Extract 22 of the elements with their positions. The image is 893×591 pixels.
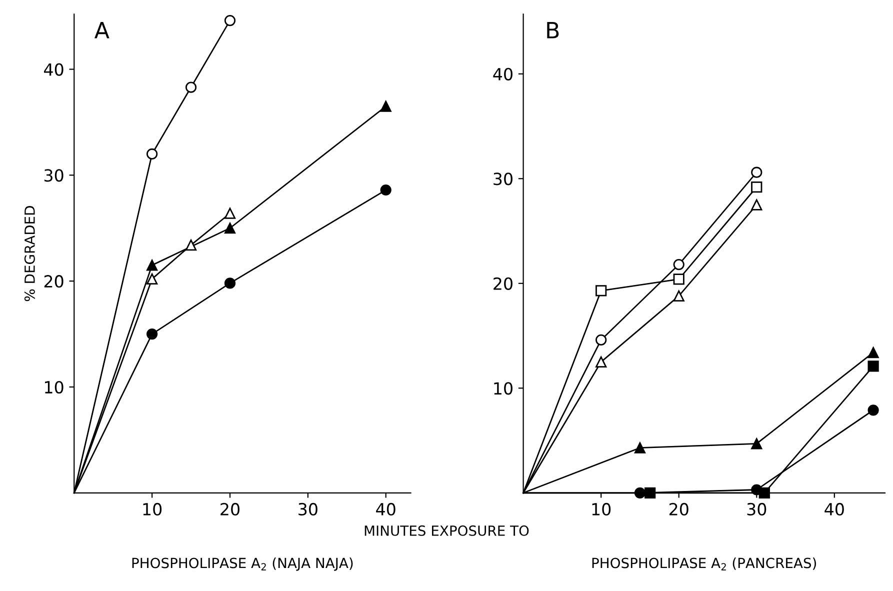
- y-tick-label: 40: [493, 68, 512, 80]
- x-tick-label: 20: [220, 502, 240, 516]
- y-tick-label: 20: [494, 277, 512, 290]
- x-tick-label: 10: [143, 502, 162, 516]
- chart-title: B: [547, 22, 559, 38]
- x-tick-label: 40: [376, 502, 396, 516]
- text: MINUTES EXPOSURE TO: [364, 525, 529, 536]
- x-tick-label: 10: [592, 502, 611, 516]
- x-tick-label: 30: [747, 502, 766, 516]
- x-tick-label: 40: [824, 502, 844, 516]
- y-tick-label: 20: [44, 275, 64, 288]
- y-tick-label: 10: [494, 382, 512, 395]
- chart-title: A: [94, 22, 110, 38]
- y-tick-label: 30: [494, 172, 512, 186]
- x-axis-title: PHOSPHOLIPASE A$_{2}$ (PANCREAS): [592, 558, 816, 570]
- y-tick-label: 30: [44, 169, 64, 182]
- y-tick-label: 40: [44, 63, 64, 76]
- x-tick-label: 20: [669, 502, 688, 516]
- x-tick-label: 30: [298, 502, 318, 516]
- y-axis-title: % DEGRADED: [24, 206, 35, 302]
- y-tick-label: 10: [45, 380, 64, 394]
- x-axis-title: PHOSPHOLIPASE A$_{2}$ (NAJA NAJA): [132, 558, 353, 571]
